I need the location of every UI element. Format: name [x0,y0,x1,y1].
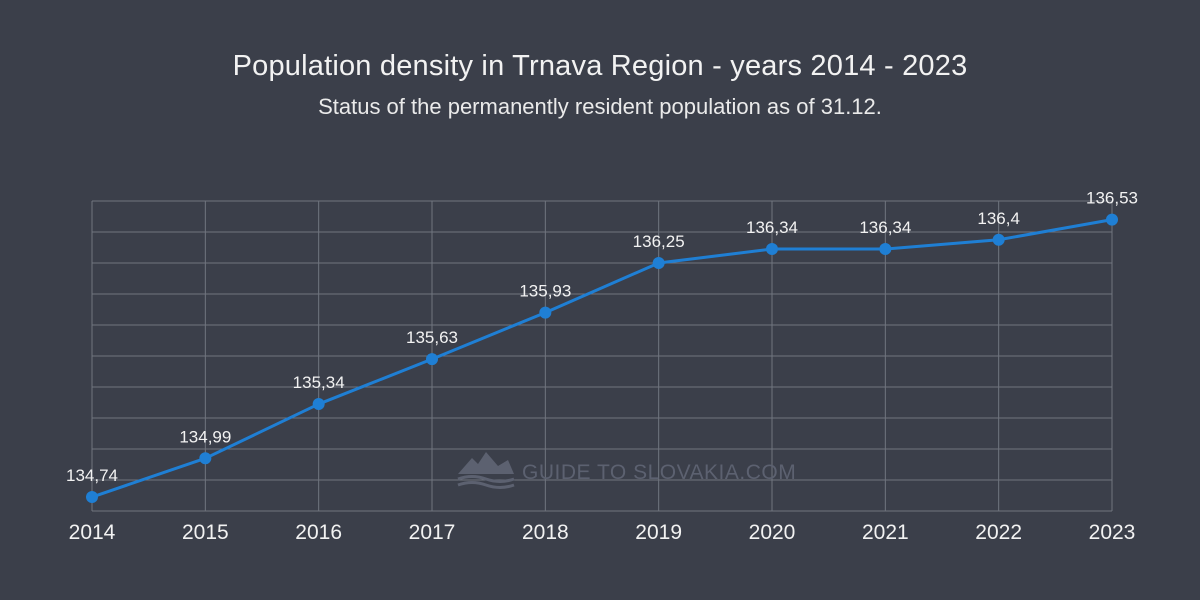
x-axis-tick-labels: 2014 2015 2016 2017 2018 2019 2020 2021 2022 2023 [69,521,1136,544]
data-points [86,213,1118,504]
x-tick-label-2021: 2021 [862,521,909,544]
data-point-2015[interactable] [199,452,212,465]
grid [91,200,1113,512]
data-label-2014: 134,74 [66,466,118,485]
data-label-2015: 134,99 [179,427,231,446]
data-label-2023: 136,53 [1086,189,1138,208]
watermark-text: GUIDE TO SLOVAKIA.COM [522,461,796,484]
x-tick-label-2019: 2019 [635,521,682,544]
data-labels: 134,74 134,99 135,34 135,63 135,93 136,25 136,… [66,189,1138,485]
x-tick-label-2020: 2020 [749,521,796,544]
chart-title: Population density in Trnava Region - ye… [232,50,968,82]
data-label-2018: 135,93 [519,282,571,301]
x-tick-label-2018: 2018 [522,521,569,544]
data-label-2019: 136,25 [633,232,685,251]
series-line-group [91,218,1113,499]
mountain-logo-icon [457,452,515,489]
data-point-2014[interactable] [86,491,98,504]
data-label-2021: 136,34 [859,218,911,237]
series-line [91,218,1113,499]
data-point-2023[interactable] [1106,213,1118,226]
data-label-2020: 136,34 [746,218,798,237]
x-tick-label-2015: 2015 [182,521,229,544]
x-tick-label-2023: 2023 [1089,521,1136,544]
chart-subtitle: Status of the permanently resident popul… [318,94,882,119]
x-tick-label-2022: 2022 [975,521,1022,544]
data-point-2019[interactable] [652,257,665,269]
data-point-2016[interactable] [312,398,325,411]
data-point-2018[interactable] [539,306,552,319]
x-tick-label-2016: 2016 [295,521,342,544]
data-point-2022[interactable] [992,233,1005,246]
x-tick-label-2017: 2017 [409,521,456,544]
data-point-2020[interactable] [766,243,778,256]
data-label-2017: 135,63 [406,328,458,347]
x-tick-label-2014: 2014 [69,521,116,544]
data-point-2017[interactable] [426,353,438,366]
data-label-2016: 135,34 [293,373,345,392]
data-label-2022: 136,4 [977,209,1020,228]
data-point-2021[interactable] [879,243,892,256]
watermark: GUIDE TO SLOVAKIA.COM [457,452,796,489]
